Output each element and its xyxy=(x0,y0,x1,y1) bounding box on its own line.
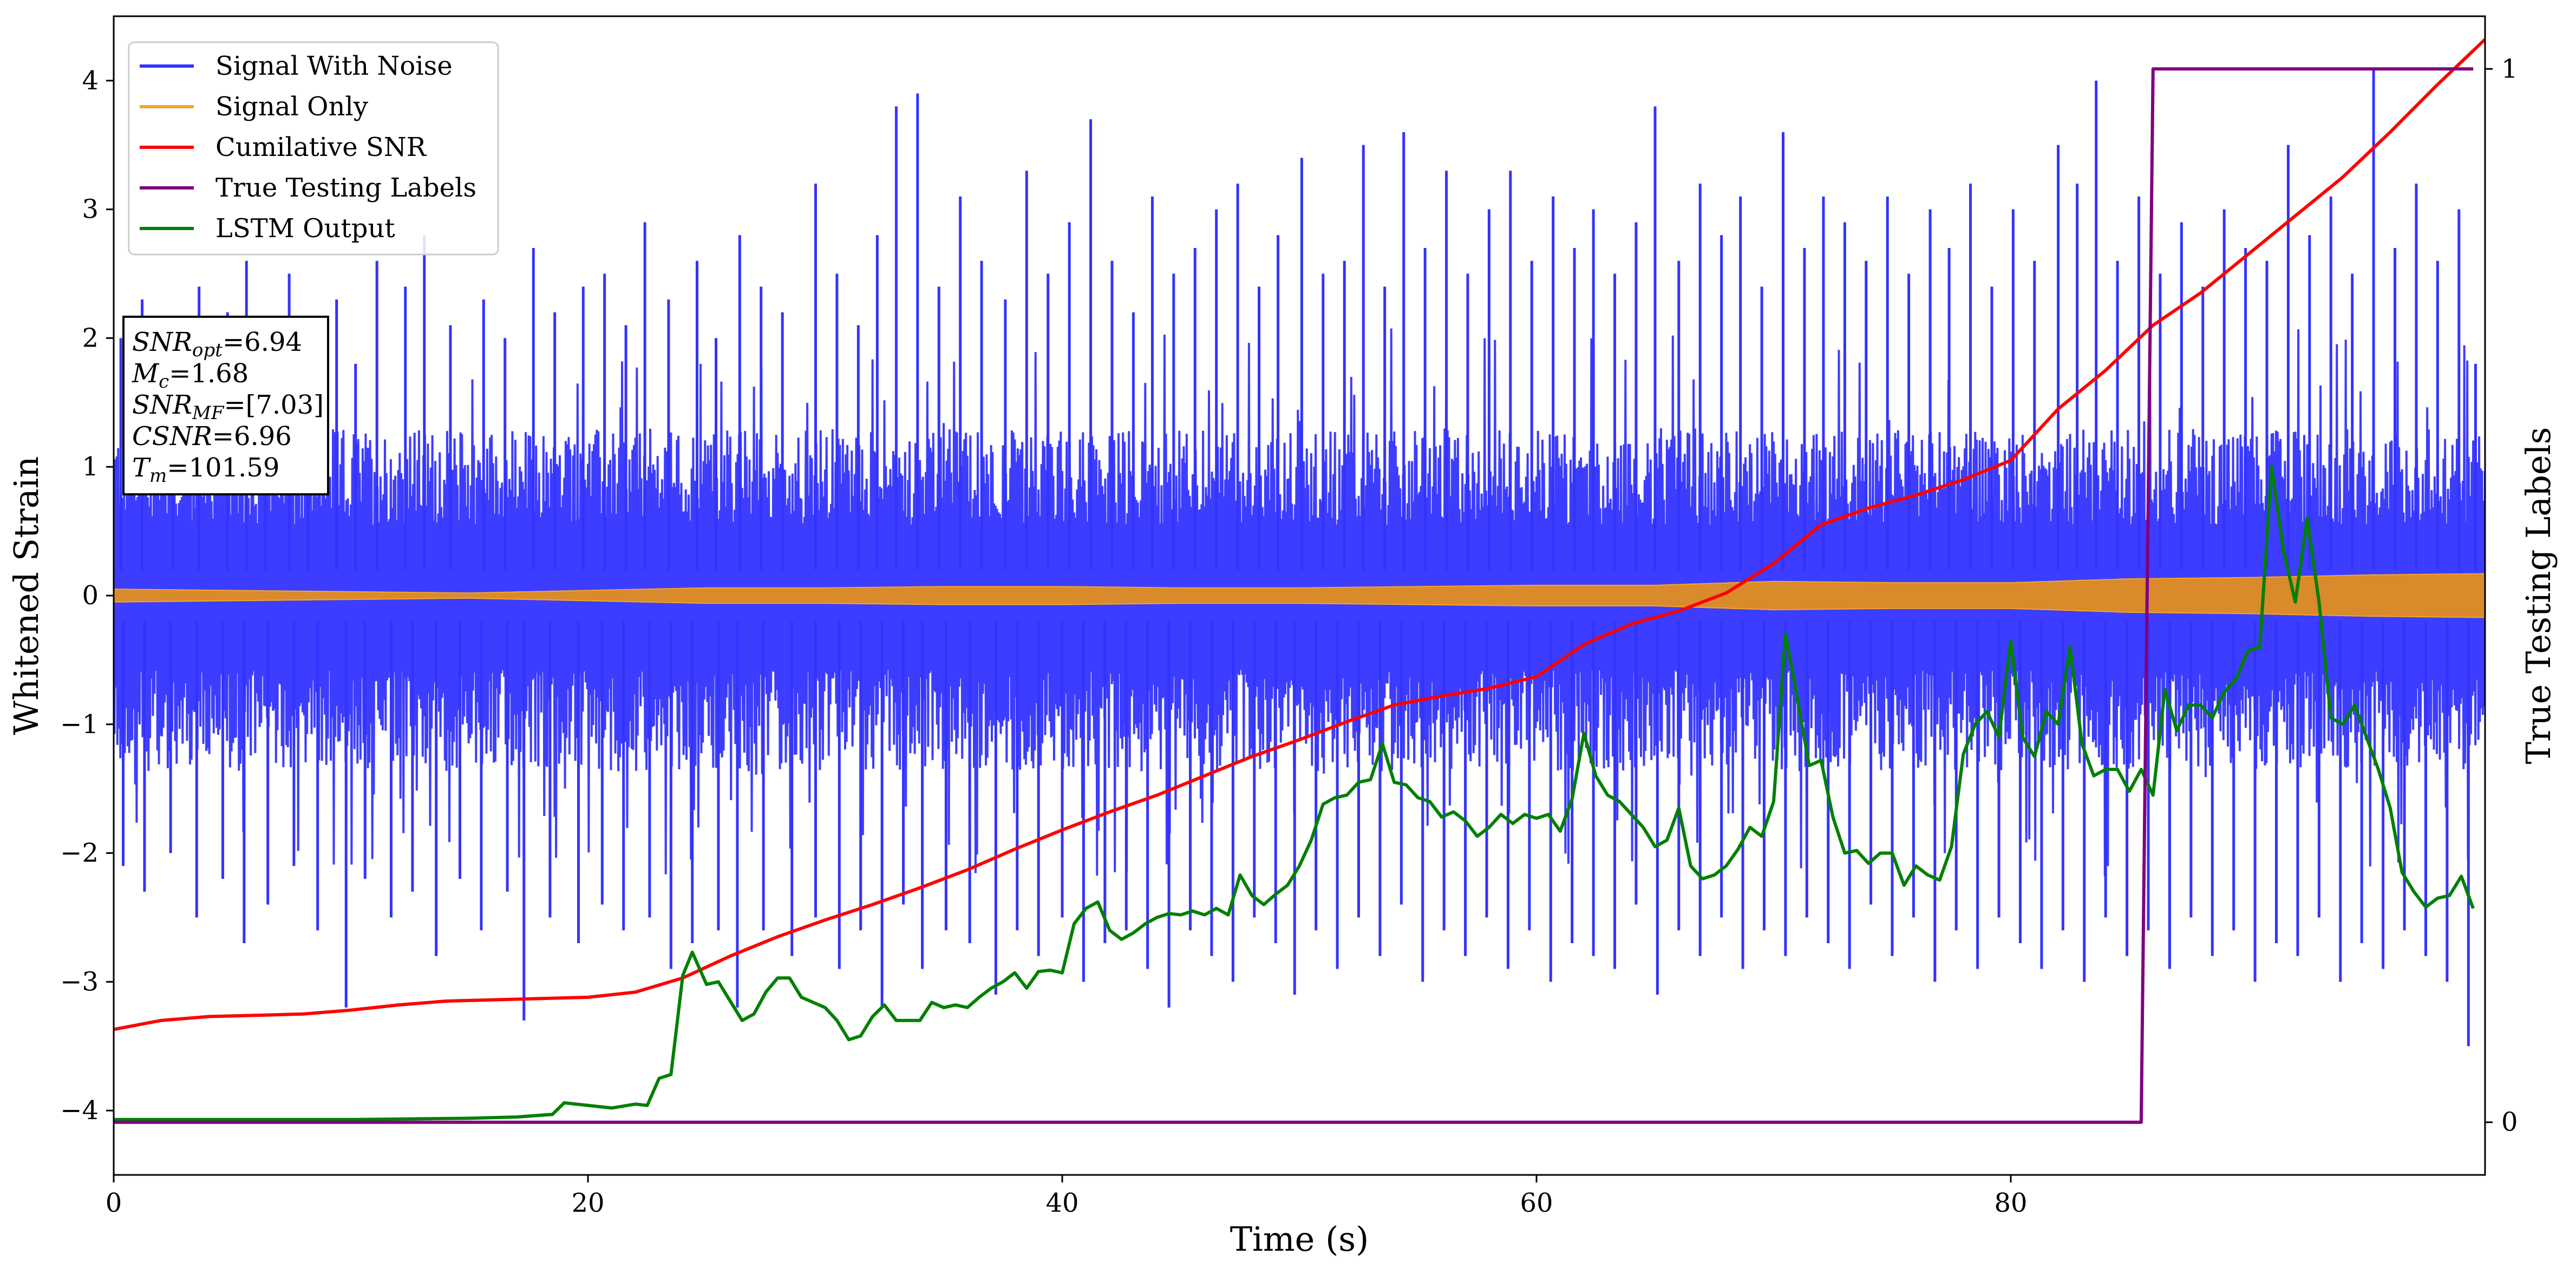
x-tick-label: 60 xyxy=(1520,1188,1553,1218)
y-tick-label: −3 xyxy=(60,966,99,997)
legend-label: Signal Only xyxy=(215,92,368,122)
lstm-output-line xyxy=(114,465,2475,1121)
signal-with-noise-layer xyxy=(114,68,2485,1047)
annotation-line: CSNR=6.96 xyxy=(132,421,292,452)
legend-box xyxy=(128,41,499,256)
x-tick-label: 40 xyxy=(1045,1188,1078,1218)
series-layer xyxy=(114,38,2485,1124)
y-axis-label: Whitened Strain xyxy=(6,456,46,735)
annotation-line: SNRopt=6.94 xyxy=(132,327,302,361)
cumulative-snr-line xyxy=(114,38,2485,1031)
y-tick-label: −1 xyxy=(60,709,99,740)
y-tick-label: 0 xyxy=(82,580,99,611)
annotation-box: SNRopt=6.94Mc=1.68SNRMF=[7.03]CSNR=6.96T… xyxy=(122,316,329,495)
legend-label: Signal With Noise xyxy=(215,51,453,81)
y-tick-label: −4 xyxy=(60,1095,99,1126)
y-tick-label: −2 xyxy=(60,838,99,868)
x-tick-label: 0 xyxy=(106,1188,122,1218)
annotation-lines: SNRopt=6.94Mc=1.68SNRMF=[7.03]CSNR=6.96T… xyxy=(132,327,324,487)
annotation-line: Tm=101.59 xyxy=(132,453,279,487)
y2-tick-label: 0 xyxy=(2501,1107,2518,1138)
x-tick-label: 20 xyxy=(571,1188,604,1218)
lines-layer xyxy=(114,38,2485,1124)
legend-label: True Testing Labels xyxy=(215,173,476,203)
signal-with-noise-band xyxy=(114,328,2485,877)
legend-label: LSTM Output xyxy=(215,213,395,244)
annotation-line: SNRMF=[7.03] xyxy=(132,390,324,424)
legend: Signal With Noise Signal Only Cumilative S… xyxy=(128,41,499,256)
legend-label: Cumilative SNR xyxy=(215,132,427,162)
annotation-frame xyxy=(122,316,329,495)
true-testing-labels-line xyxy=(114,67,2474,1124)
y-tick-label: 3 xyxy=(82,194,99,225)
y2-tick-label: 1 xyxy=(2501,54,2518,84)
x-tick-label: 80 xyxy=(1994,1188,2027,1218)
legend-entries: Signal With Noise Signal Only Cumilative S… xyxy=(140,51,476,244)
y2-axis-label: True Testing Labels xyxy=(2519,427,2558,765)
signal-only-layer xyxy=(114,573,2485,618)
y-tick-label: 4 xyxy=(82,66,99,96)
annotation-line: Mc=1.68 xyxy=(132,358,249,393)
signal-only-band xyxy=(114,573,2485,618)
y-tick-label: 2 xyxy=(82,323,99,353)
y-tick-label: 1 xyxy=(82,452,99,482)
x-axis-label: Time (s) xyxy=(1230,1219,1369,1259)
